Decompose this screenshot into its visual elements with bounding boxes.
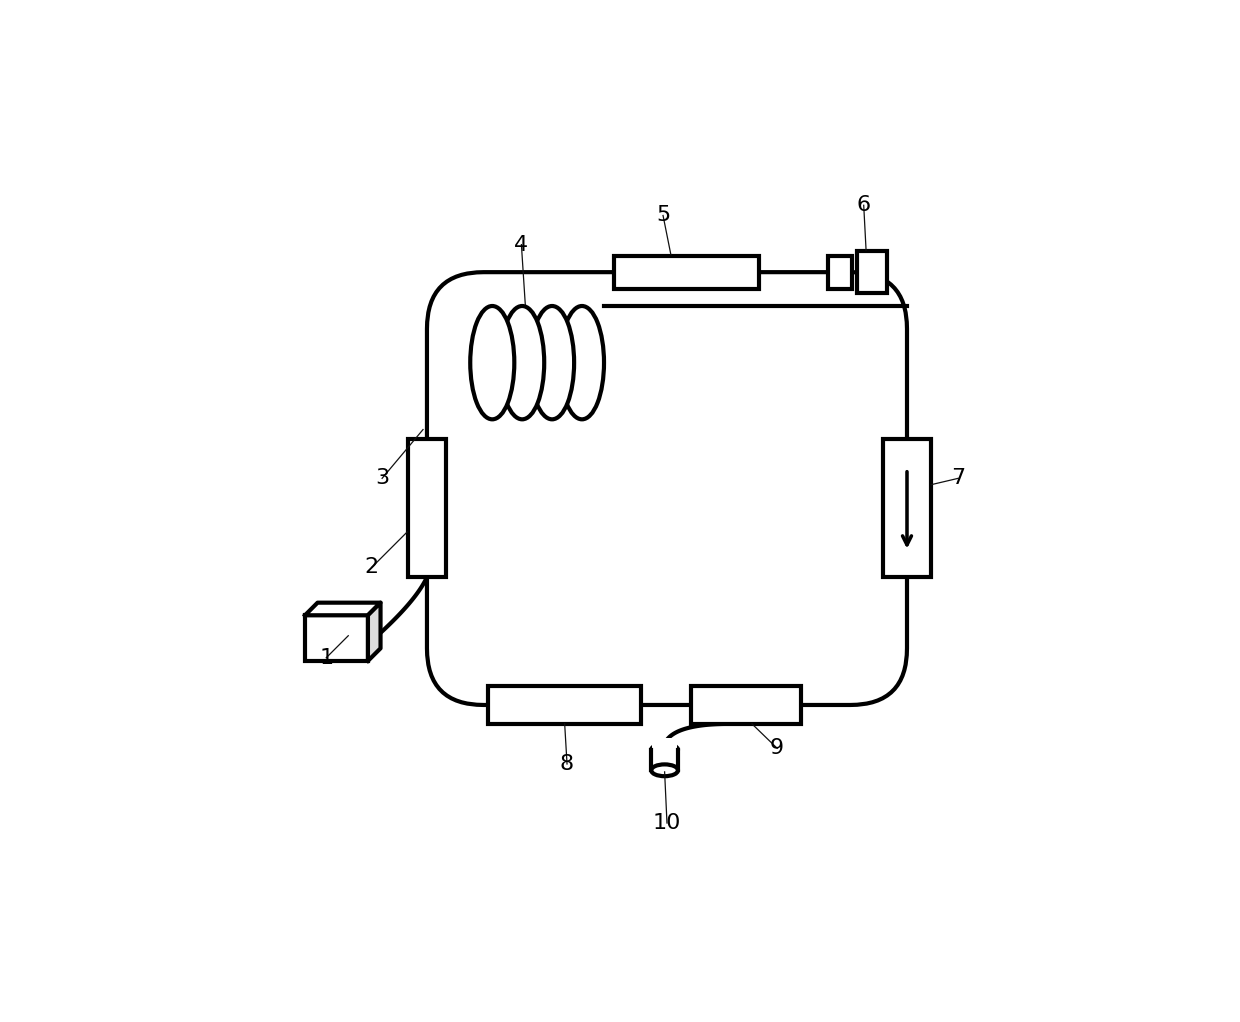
Ellipse shape (651, 744, 678, 755)
Text: 7: 7 (951, 468, 965, 489)
Polygon shape (305, 603, 381, 615)
Text: 1: 1 (319, 648, 334, 667)
Bar (305, 615, 368, 661)
Polygon shape (368, 603, 381, 661)
Ellipse shape (651, 764, 678, 776)
Ellipse shape (529, 306, 574, 419)
Text: 10: 10 (652, 814, 681, 833)
Bar (857, 251, 887, 293)
Ellipse shape (500, 306, 544, 419)
Text: 8: 8 (560, 754, 574, 774)
Ellipse shape (470, 306, 515, 419)
Ellipse shape (560, 306, 604, 419)
Text: 6: 6 (857, 195, 870, 216)
Bar (614, 256, 759, 288)
Bar (828, 256, 852, 288)
Text: 3: 3 (374, 468, 389, 489)
Text: 5: 5 (656, 205, 670, 226)
Bar (883, 439, 931, 577)
Text: 9: 9 (770, 738, 784, 758)
Bar (489, 686, 641, 724)
Text: 2: 2 (365, 557, 379, 577)
Text: 4: 4 (515, 235, 528, 254)
Bar (652, 738, 677, 758)
Bar (691, 686, 801, 724)
Bar (408, 439, 446, 577)
